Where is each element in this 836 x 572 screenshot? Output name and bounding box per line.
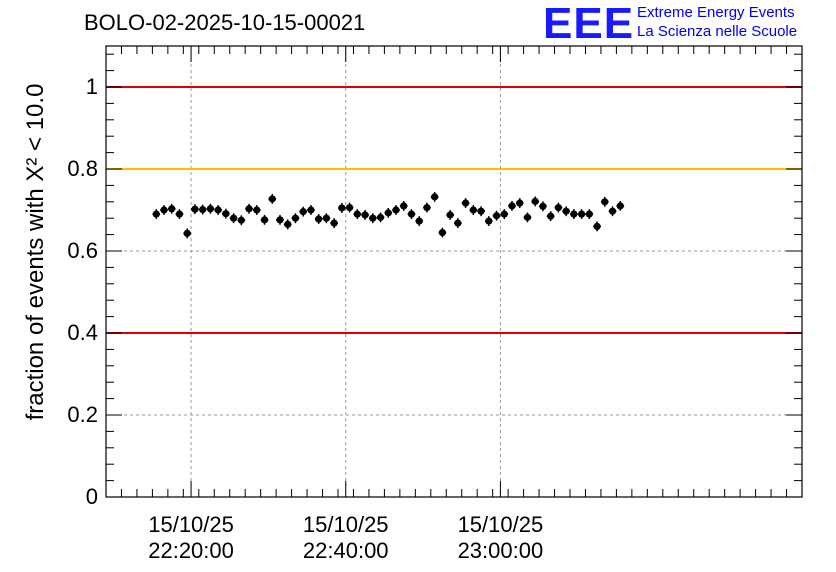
data-point [253, 206, 261, 214]
x-tick-time: 23:00:00 [457, 538, 544, 563]
x-tick-time: 22:20:00 [148, 538, 234, 563]
data-point [206, 205, 214, 213]
data-point [477, 207, 485, 215]
data-point [462, 199, 470, 207]
data-point [322, 214, 330, 222]
data-point [554, 203, 563, 212]
x-tick-date: 15/10/25 [148, 512, 234, 537]
chart-title: BOLO-02-2025-10-15-00021 [84, 10, 366, 35]
data-point [438, 228, 446, 237]
data-point [415, 217, 423, 225]
data-point [531, 197, 539, 205]
plot-frame [105, 45, 803, 498]
y-tick-label: 0.4 [67, 320, 98, 345]
y-tick-label: 0.2 [67, 402, 98, 427]
y-tick-label: 1 [85, 74, 98, 99]
logo-line-1: Extreme Energy Events [637, 4, 795, 21]
data-point [570, 210, 578, 218]
data-point [291, 214, 300, 222]
data-point [523, 213, 532, 221]
data-point [492, 212, 501, 220]
data-point [268, 195, 276, 203]
data-point [338, 204, 346, 212]
data-point [469, 206, 477, 214]
x-tick-date: 15/10/25 [457, 512, 544, 537]
data-point [152, 210, 160, 218]
data-point [284, 220, 292, 228]
data-point [315, 215, 323, 223]
data-point [516, 199, 524, 207]
data-point [353, 210, 361, 218]
y-tick-label: 0 [85, 484, 98, 509]
x-tick-label: 15/10/25 23:00:00 [458, 512, 544, 564]
data-point [168, 205, 176, 213]
data-point [423, 203, 431, 212]
data-point [237, 216, 245, 224]
data-point [485, 217, 493, 225]
data-point [183, 229, 191, 237]
data-point [578, 210, 586, 218]
x-tick-label: 15/10/25 22:20:00 [148, 512, 234, 564]
data-point [585, 210, 593, 218]
data-point [230, 214, 238, 222]
x-tick-time: 22:40:00 [302, 538, 389, 563]
eee-logo-icon: EEE [543, 0, 635, 48]
y-tick-label: 0.8 [67, 156, 98, 181]
data-point [407, 210, 416, 218]
data-point [608, 207, 617, 215]
data-point [276, 216, 284, 224]
data-point [454, 219, 462, 227]
data-point [222, 210, 230, 218]
data-point [260, 216, 269, 224]
data-point [307, 206, 315, 214]
data-point [392, 206, 400, 214]
data-point [500, 210, 508, 218]
data-point [175, 210, 184, 218]
y-tick-label: 0.6 [67, 238, 98, 263]
x-tick-label: 15/10/25 22:40:00 [303, 512, 389, 564]
data-point [376, 213, 385, 221]
data-point [400, 202, 408, 210]
data-point [245, 205, 253, 213]
data-point [593, 222, 601, 230]
data-point [601, 198, 609, 206]
data-point [160, 206, 168, 214]
data-point [539, 202, 547, 210]
data-point [361, 211, 369, 219]
data-point [562, 207, 570, 215]
data-point [199, 205, 207, 214]
x-tick-date: 15/10/25 [302, 512, 389, 537]
data-point [369, 214, 377, 222]
data-point [330, 219, 338, 227]
logo-caption: Extreme Energy Events La Scienza nelle S… [637, 3, 797, 41]
data-point [346, 203, 354, 212]
data-point [214, 206, 222, 214]
data-point [191, 205, 199, 213]
data-point [384, 209, 392, 217]
data-point [616, 202, 624, 210]
data-point [431, 193, 439, 201]
data-point [508, 202, 516, 210]
data-point [299, 208, 307, 216]
data-point [446, 211, 454, 219]
data-point [547, 212, 555, 220]
logo-line-2: La Scienza nelle Scuole [637, 23, 798, 40]
